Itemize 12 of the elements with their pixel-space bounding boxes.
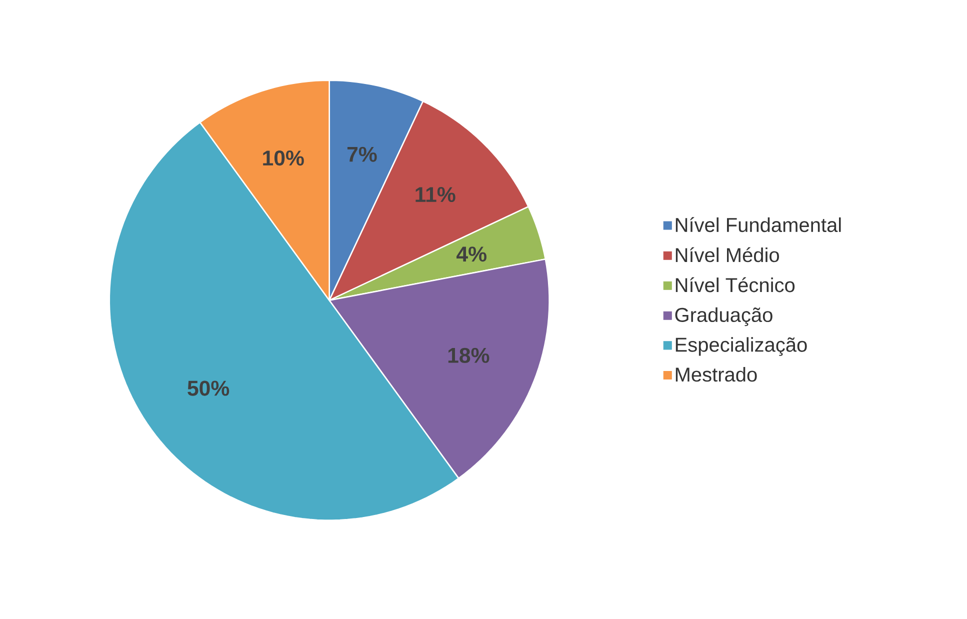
legend-label: Nível Fundamental — [676, 217, 841, 232]
legend-label: Especialização — [676, 337, 807, 356]
data-label: 4% — [456, 246, 486, 262]
data-label: 50% — [188, 380, 230, 396]
data-label: 7% — [347, 146, 377, 162]
data-label: 18% — [448, 348, 490, 363]
legend-label: Graduação — [675, 307, 772, 326]
data-label: 11% — [416, 187, 456, 202]
data-label: 10% — [263, 150, 304, 166]
legend-label: Nível Médio — [676, 247, 779, 262]
legend-label: Nível Técnico — [676, 277, 795, 292]
legend-label: Mestrado — [676, 367, 757, 382]
